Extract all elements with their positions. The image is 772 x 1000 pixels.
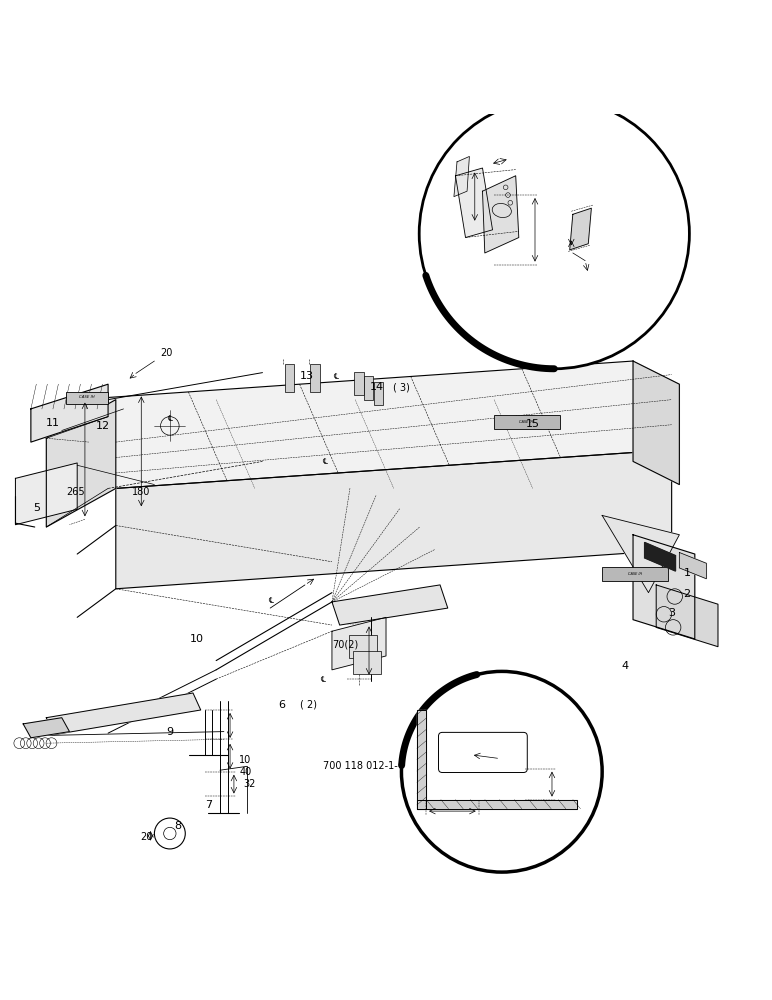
Text: ℄: ℄ <box>268 596 273 605</box>
Bar <box>349 635 377 658</box>
Text: 15(2): 15(2) <box>554 712 578 721</box>
Bar <box>353 651 381 674</box>
Text: CASE IH: CASE IH <box>520 420 533 424</box>
Text: 15: 15 <box>526 419 540 429</box>
Polygon shape <box>46 400 116 527</box>
Text: 40: 40 <box>239 767 252 777</box>
Polygon shape <box>116 450 672 589</box>
Text: 180: 180 <box>132 487 151 497</box>
Polygon shape <box>15 463 77 525</box>
Text: 8: 8 <box>174 821 181 831</box>
Text: 11: 11 <box>46 418 59 428</box>
Text: CASE IH: CASE IH <box>79 395 94 399</box>
Text: 90: 90 <box>527 190 539 200</box>
Polygon shape <box>77 361 672 488</box>
Text: ℄: ℄ <box>322 457 327 466</box>
Text: 9: 9 <box>166 727 174 737</box>
Polygon shape <box>656 585 718 647</box>
Circle shape <box>419 99 689 369</box>
Polygon shape <box>633 535 695 639</box>
Text: 1: 1 <box>683 568 691 578</box>
Text: 14: 14 <box>370 382 384 392</box>
Text: 400(2): 400(2) <box>573 283 601 292</box>
Text: 5: 5 <box>33 503 41 513</box>
Text: 32: 32 <box>243 779 256 789</box>
Text: 2: 2 <box>683 589 691 599</box>
Text: 16: 16 <box>444 153 464 167</box>
Circle shape <box>401 671 602 872</box>
Polygon shape <box>482 176 519 253</box>
Text: 5: 5 <box>528 756 537 769</box>
Polygon shape <box>570 208 591 250</box>
Text: 20(2): 20(2) <box>497 807 522 816</box>
Text: ( 2): ( 2) <box>300 700 317 710</box>
Text: 20: 20 <box>141 832 153 842</box>
FancyBboxPatch shape <box>438 732 527 773</box>
Text: ℄: ℄ <box>334 372 338 381</box>
Text: 10: 10 <box>190 634 204 644</box>
Text: 3: 3 <box>668 608 676 618</box>
Text: 265: 265 <box>66 487 85 497</box>
Text: 12: 12 <box>96 421 110 431</box>
Polygon shape <box>633 361 679 485</box>
Bar <box>494 415 560 429</box>
Polygon shape <box>332 617 386 670</box>
Polygon shape <box>679 552 706 579</box>
Polygon shape <box>417 710 426 809</box>
Text: 6: 6 <box>278 700 286 710</box>
Text: 70(2): 70(2) <box>332 639 358 649</box>
Bar <box>602 567 668 581</box>
Text: 10: 10 <box>239 755 252 765</box>
Text: ℄: ℄ <box>320 675 325 684</box>
Polygon shape <box>645 542 676 571</box>
Text: 10(2): 10(2) <box>570 268 591 277</box>
Polygon shape <box>31 384 108 442</box>
Polygon shape <box>455 168 493 238</box>
Bar <box>374 382 383 405</box>
Bar <box>285 364 294 392</box>
Polygon shape <box>602 515 679 593</box>
Text: ( 3): ( 3) <box>393 382 410 392</box>
Text: 13: 13 <box>587 223 607 237</box>
Polygon shape <box>332 585 448 625</box>
Text: 13: 13 <box>488 149 500 159</box>
Text: 7: 7 <box>205 800 212 810</box>
Text: 20: 20 <box>160 348 172 358</box>
Polygon shape <box>454 156 469 197</box>
Text: 4: 4 <box>621 661 629 671</box>
Text: ℄: ℄ <box>168 414 172 423</box>
Polygon shape <box>46 693 201 735</box>
Bar <box>66 392 108 403</box>
Text: 13: 13 <box>300 371 314 381</box>
Text: 30: 30 <box>472 216 485 226</box>
Text: 700 118 012-1-G: 700 118 012-1-G <box>323 761 405 771</box>
Bar <box>310 364 320 392</box>
Text: CASE IH: CASE IH <box>628 572 642 576</box>
Polygon shape <box>417 800 577 809</box>
Bar <box>354 372 364 395</box>
Bar <box>364 376 373 400</box>
Polygon shape <box>23 718 69 738</box>
